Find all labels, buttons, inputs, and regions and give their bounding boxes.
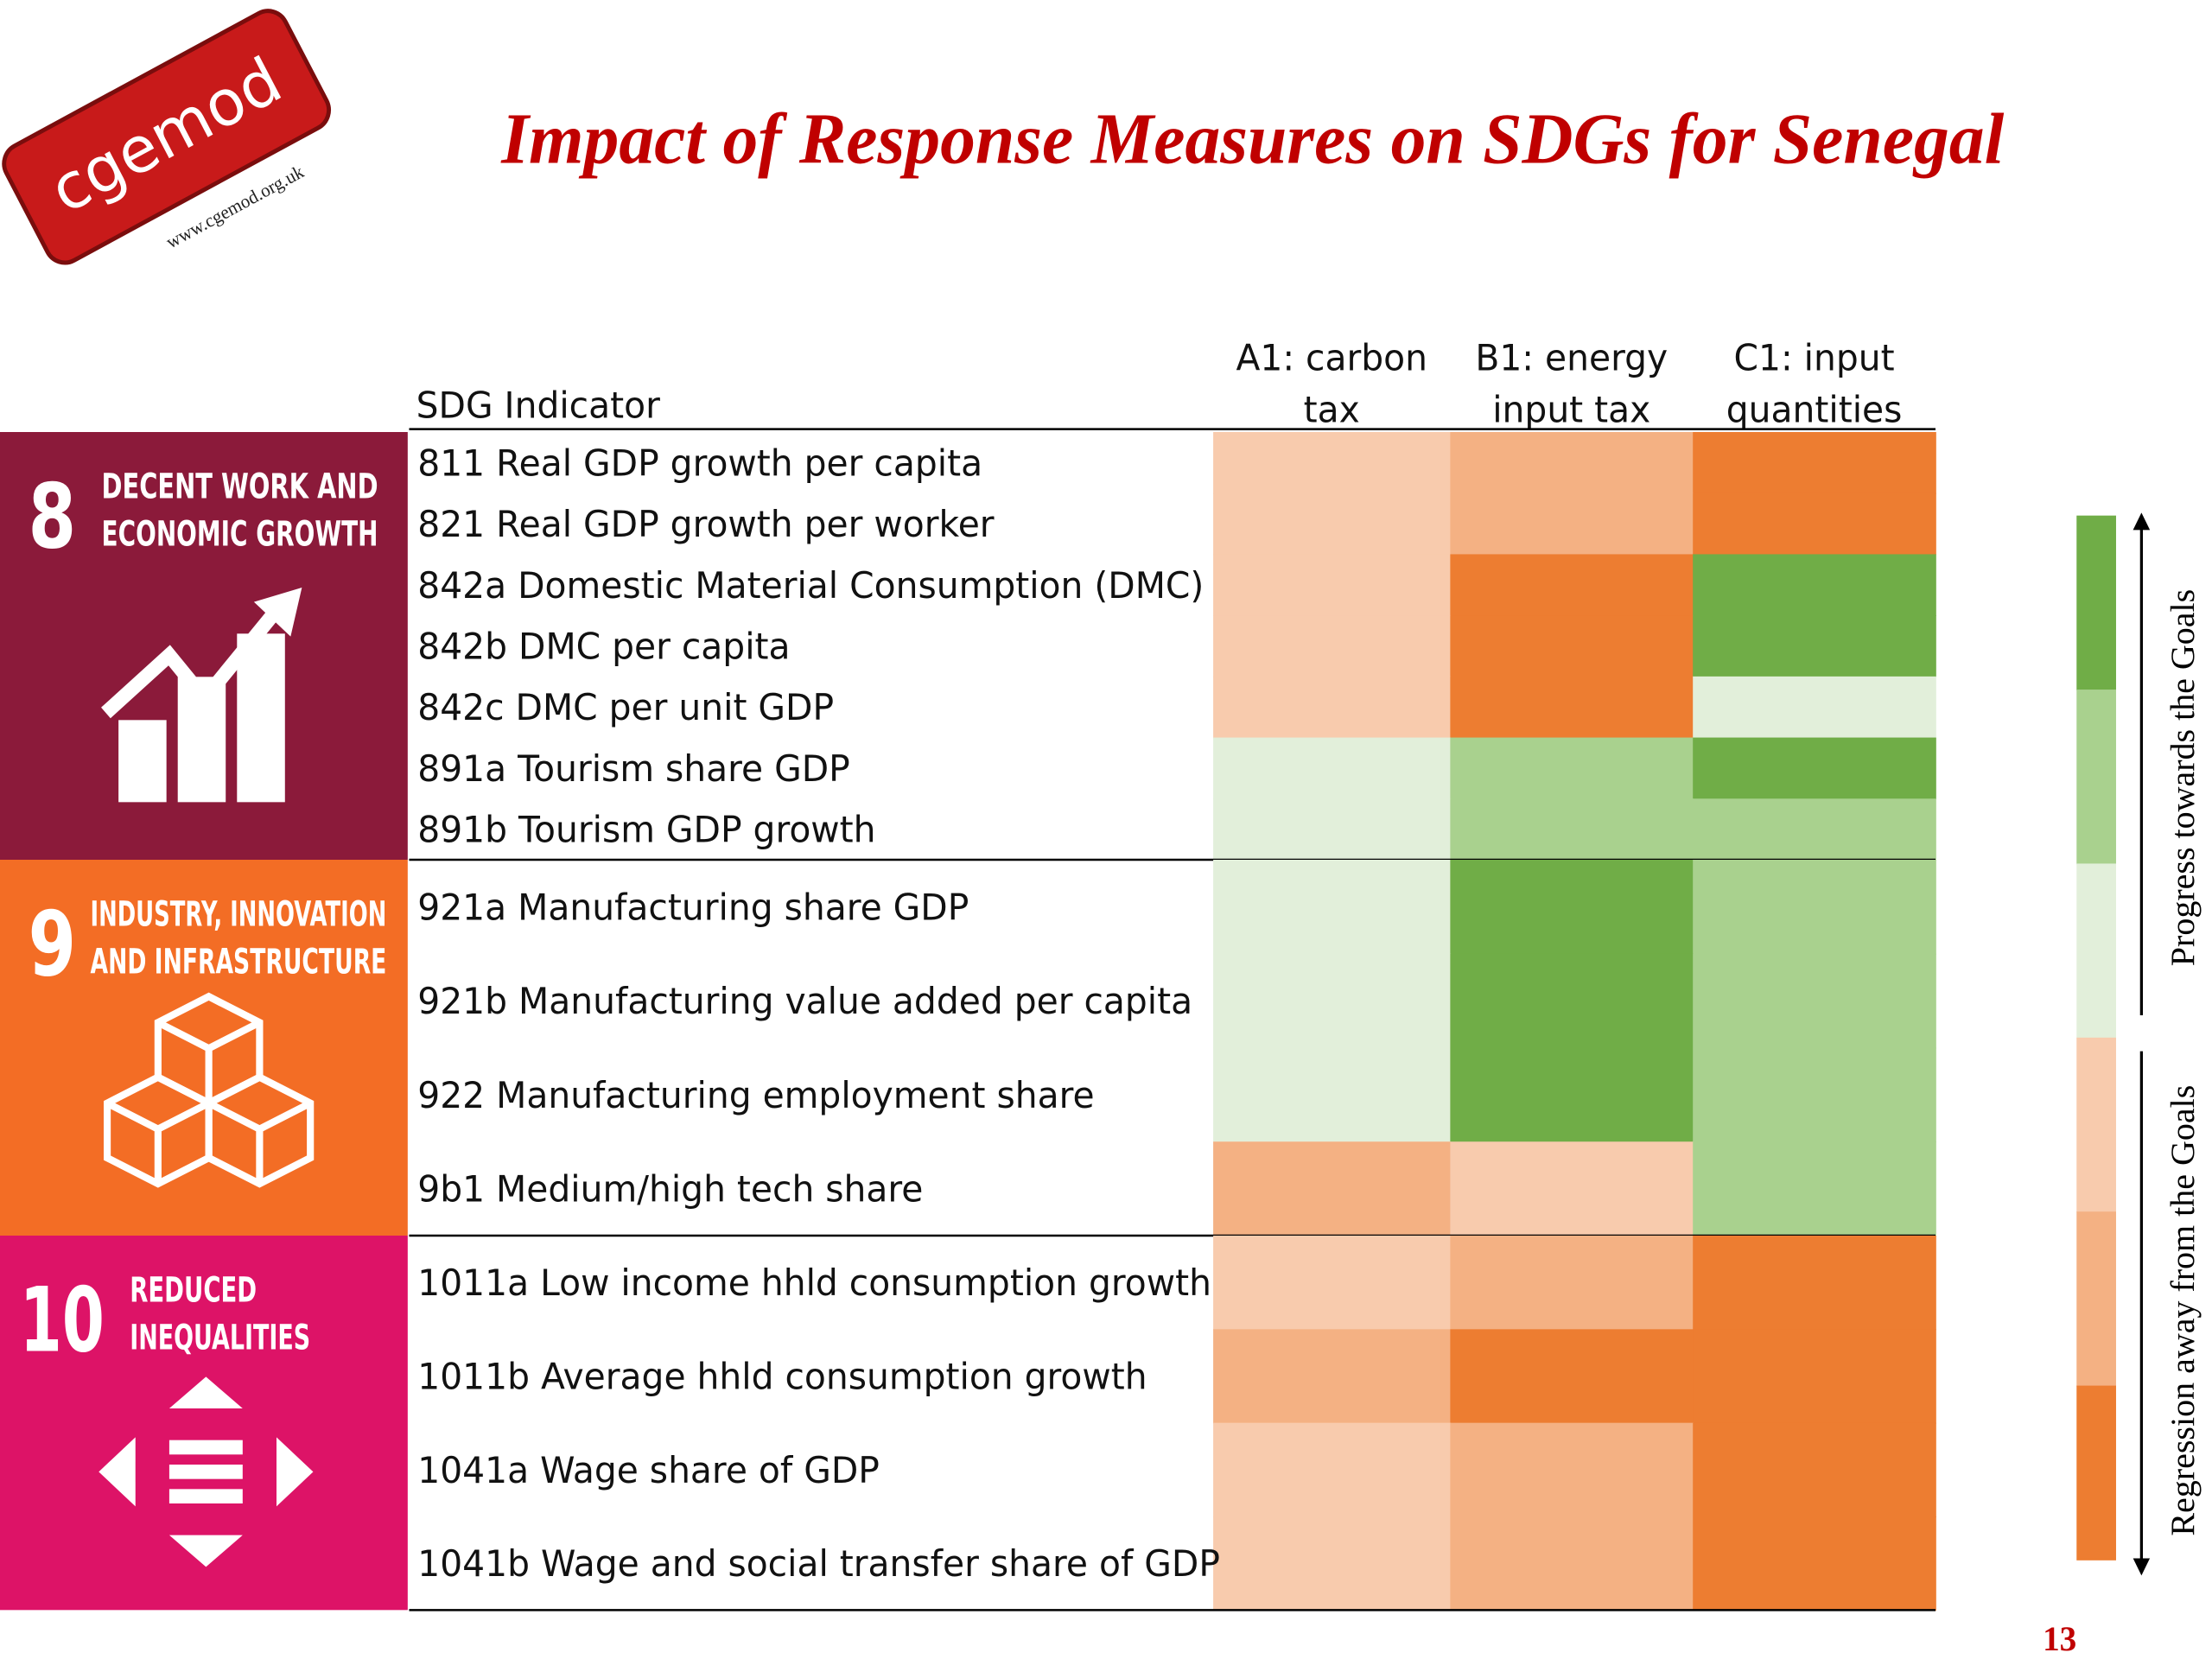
heat-cell xyxy=(1450,1329,1694,1424)
heat-cell xyxy=(1450,953,1694,1049)
heat-cell xyxy=(1450,1047,1694,1143)
heat-cell xyxy=(1693,554,1936,616)
heat-cell xyxy=(1693,798,1936,861)
page-number: 13 xyxy=(2043,1620,2076,1658)
indicator-label: 921a Manufacturing share GDP xyxy=(417,887,969,928)
heat-cell xyxy=(1213,1422,1452,1517)
goal-title: ECONOMIC GROWTH xyxy=(102,514,378,554)
column-header: tax xyxy=(1304,389,1360,430)
heat-cell xyxy=(1213,615,1452,677)
indicator-label: 9b1 Medium/high tech share xyxy=(417,1168,923,1210)
heat-cell xyxy=(1213,1236,1452,1331)
column-header: input tax xyxy=(1492,389,1650,430)
column-header: quantities xyxy=(1726,389,1903,430)
indicator-label: 1041b Wage and social transfer share of … xyxy=(417,1543,1220,1585)
heat-cell xyxy=(1450,432,1694,494)
heat-cell xyxy=(1693,1422,1936,1517)
heat-cell xyxy=(1213,493,1452,556)
icon-inequality xyxy=(99,1376,314,1567)
heat-cell xyxy=(1693,676,1936,739)
heat-cell xyxy=(1693,1236,1936,1331)
heat-cell xyxy=(1213,432,1452,494)
indicator-label: 1011b Average hhld consumption growth xyxy=(417,1356,1147,1397)
heat-cell xyxy=(1213,1047,1452,1143)
heat-cell xyxy=(1450,737,1694,800)
heat-cell xyxy=(1450,1422,1694,1517)
heat-cell xyxy=(1213,554,1452,616)
legend-swatch xyxy=(2076,1211,2116,1387)
legend-progress: Progress towards the Goals xyxy=(2164,589,2202,966)
indicator-label: 1041a Wage share of GDP xyxy=(417,1449,880,1491)
legend-swatch xyxy=(2076,1037,2116,1213)
legend-regression: Regression away from the Goals xyxy=(2164,1085,2202,1536)
goal-title: AND INFRASTRUCTURE xyxy=(90,942,386,982)
icon-growth xyxy=(101,588,302,803)
heat-cell xyxy=(1693,1141,1936,1236)
heat-cell xyxy=(1213,860,1452,955)
heat-cell xyxy=(1213,1141,1452,1236)
heat-cell xyxy=(1213,953,1452,1049)
goal-number: 8 xyxy=(29,465,77,569)
heat-cell xyxy=(1450,676,1694,739)
indicator-label: 1011a Low income hhld consumption growth xyxy=(417,1262,1211,1304)
goal-title: INEQUALITIES xyxy=(130,1318,310,1357)
heat-cell xyxy=(1450,1141,1694,1236)
heat-cell xyxy=(1693,953,1936,1049)
heat-cell xyxy=(1693,615,1936,677)
indicator-label: 821 Real GDP growth per worker xyxy=(417,504,994,545)
legend-swatch xyxy=(2076,515,2116,690)
heat-cell xyxy=(1450,798,1694,861)
indicator-header: SDG Indicator xyxy=(416,385,660,426)
heat-cell xyxy=(1693,1329,1936,1424)
heat-cell xyxy=(1450,615,1694,677)
indicator-label: 842a Domestic Material Consumption (DMC) xyxy=(417,564,1204,606)
heat-cell xyxy=(1213,737,1452,800)
indicator-label: 891a Tourism share GDP xyxy=(417,748,850,790)
logo: cgemod www.cgemod.org.uk xyxy=(2,9,331,265)
column-header: C1: input xyxy=(1734,337,1895,378)
indicator-label: 811 Real GDP growth per capita xyxy=(417,442,982,484)
heat-cell xyxy=(1450,860,1694,955)
heat-cell xyxy=(1213,676,1452,739)
legend-swatch xyxy=(2076,690,2116,865)
goal-number: 10 xyxy=(20,1268,105,1372)
heat-cell xyxy=(1213,1329,1452,1424)
goal-number: 9 xyxy=(29,893,77,996)
heat-cell xyxy=(1450,493,1694,556)
heat-cell xyxy=(1693,432,1936,494)
heat-cell xyxy=(1450,1236,1694,1331)
heat-cell xyxy=(1213,1516,1452,1611)
icon-cubes xyxy=(104,992,315,1188)
indicator-label: 921b Manufacturing value added per capit… xyxy=(417,981,1192,1022)
heat-cell xyxy=(1450,1516,1694,1611)
legend-swatch xyxy=(2076,863,2116,1039)
indicator-label: 842c DMC per unit GDP xyxy=(417,687,834,728)
goal-title: REDUCED xyxy=(130,1270,257,1310)
goal-title: INDUSTRY, INNOVATION xyxy=(90,894,386,934)
heat-cell xyxy=(1693,1047,1936,1143)
column-header: A1: carbon xyxy=(1236,337,1427,378)
goal-title: DECENT WORK AND xyxy=(102,467,378,506)
heat-cell xyxy=(1693,1516,1936,1611)
heat-cell xyxy=(1450,554,1694,616)
title: Impact of Response Measures on SDGs for … xyxy=(500,99,2004,179)
heat-cell xyxy=(1693,737,1936,800)
indicator-label: 842b DMC per capita xyxy=(417,626,790,667)
indicator-label: 891b Tourism GDP growth xyxy=(417,809,875,850)
heat-cell xyxy=(1693,860,1936,955)
column-header: B1: energy xyxy=(1475,337,1668,378)
heat-cell xyxy=(1213,798,1452,861)
legend-swatch xyxy=(2076,1385,2116,1560)
logo-badge xyxy=(2,9,331,265)
heat-cell xyxy=(1693,493,1936,556)
indicator-label: 922 Manufacturing employment share xyxy=(417,1074,1094,1116)
